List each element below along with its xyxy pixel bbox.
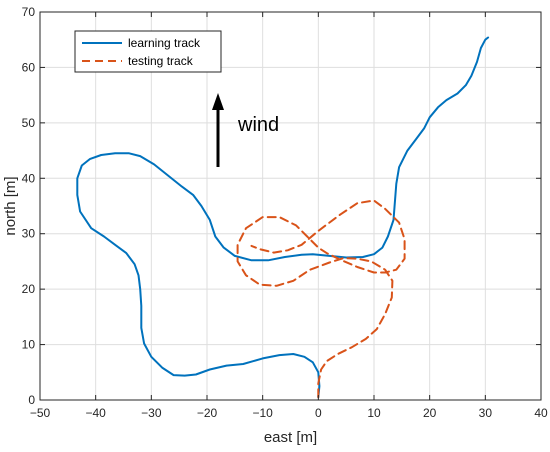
x-tick-label: 0	[315, 406, 322, 420]
x-tick-label: −40	[85, 406, 106, 420]
legend-box	[74, 30, 222, 73]
y-axis-label: north [m]	[2, 176, 19, 235]
x-tick-label: −30	[141, 406, 162, 420]
y-tick-label: 40	[22, 171, 36, 185]
y-tick-label: 0	[28, 393, 35, 407]
wind-label: wind	[237, 114, 279, 136]
legend-label-learning-track: learning track	[128, 36, 201, 50]
y-tick-label: 60	[22, 60, 36, 74]
y-tick-label: 30	[22, 227, 36, 241]
y-tick-label: 20	[22, 282, 36, 296]
axis-ticks: −50 −40 −30 −20 −10 0 10 20 30 40 0 10 20 30 40 50 60 70	[22, 5, 548, 420]
plot-area	[40, 12, 541, 400]
y-tick-label: 50	[22, 116, 36, 130]
x-axis-label: east [m]	[264, 429, 317, 446]
x-tick-label: 30	[479, 406, 493, 420]
x-tick-label: −50	[30, 406, 51, 420]
x-tick-label: −20	[197, 406, 218, 420]
data-series	[76, 36, 490, 399]
x-tick-label: 20	[423, 406, 437, 420]
wind-annotation: wind	[212, 93, 279, 167]
y-tick-label: 10	[22, 338, 36, 352]
x-tick-label: −10	[252, 406, 273, 420]
y-tick-label: 70	[22, 5, 36, 19]
axes-frame	[39, 11, 542, 401]
x-tick-label: 40	[534, 406, 548, 420]
series-line-testing-track	[236, 199, 406, 399]
series-line-learning-track	[76, 36, 490, 399]
x-tick-label: 10	[367, 406, 381, 420]
legend: learning track testing track	[74, 30, 222, 73]
wind-arrow-icon	[212, 93, 224, 110]
legend-label-testing-track: testing track	[128, 54, 194, 68]
